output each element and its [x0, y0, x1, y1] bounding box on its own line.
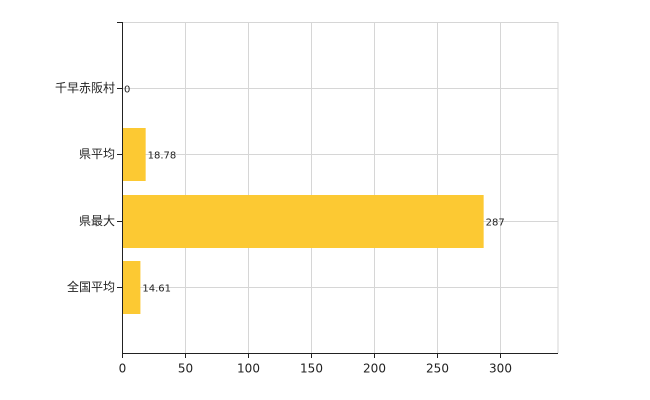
y-tick-label: 全国平均 [67, 279, 115, 294]
x-tick-label: 250 [426, 362, 449, 376]
value-label: 18.78 [148, 151, 177, 162]
x-tick-label: 300 [489, 362, 512, 376]
value-label: 287 [486, 218, 505, 229]
x-tick-label: 150 [300, 362, 323, 376]
x-tick-label: 0 [119, 362, 127, 376]
y-tick-label: 千早赤阪村 [55, 81, 115, 95]
x-tick-label: 100 [237, 362, 260, 376]
x-tick-label: 200 [363, 362, 386, 376]
bar [122, 261, 141, 314]
x-tick-label: 50 [178, 362, 193, 376]
value-label: 0 [124, 85, 130, 96]
bar [122, 195, 484, 248]
bar [122, 128, 146, 181]
y-tick-label: 県最大 [79, 214, 115, 228]
value-label: 14.61 [142, 284, 171, 295]
y-tick-label: 県平均 [79, 147, 115, 161]
